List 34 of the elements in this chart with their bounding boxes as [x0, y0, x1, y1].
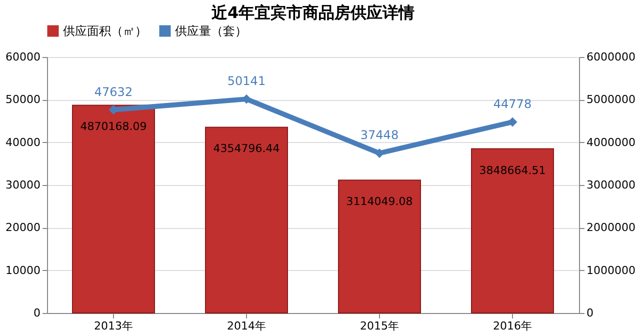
y2-tick-label: 3000000	[586, 178, 636, 192]
y2-tick-label: 2000000	[586, 221, 636, 234]
data-label: 47632	[94, 84, 133, 99]
y-tick-label: 30000	[6, 178, 40, 192]
legend-label: 供应面积（㎡）	[63, 24, 147, 38]
x-tick-label: 2016年	[493, 320, 532, 332]
y2-tick-label: 5000000	[586, 93, 636, 106]
bar	[205, 126, 288, 314]
y-tick-label: 10000	[6, 264, 40, 277]
y-tick-label: 50000	[6, 93, 40, 106]
data-label: 44778	[493, 96, 532, 111]
x-tick-label: 2015年	[360, 320, 399, 332]
data-label: 4354796.44	[213, 142, 280, 156]
x-tick-label: 2013年	[94, 320, 133, 332]
bar	[471, 148, 554, 314]
y2-tick-label: 1000000	[586, 264, 636, 277]
data-label: 4870168.09	[80, 120, 147, 134]
y-tick-label: 40000	[6, 136, 40, 149]
y-tick-label: 60000	[6, 50, 40, 64]
y-tick-label: 20000	[6, 221, 40, 234]
y2-tick-label: 6000000	[586, 50, 636, 64]
legend-label: 供应量（套）	[175, 24, 247, 38]
data-label: 3848664.51	[479, 164, 546, 177]
y2-tick-label: 4000000	[586, 136, 636, 149]
y2-tick-label: 0	[586, 306, 594, 320]
data-label: 37448	[360, 128, 399, 142]
data-label: 50141	[227, 74, 266, 88]
bar	[72, 104, 155, 314]
data-label: 3114049.08	[346, 195, 413, 208]
y-tick-label: 0	[34, 306, 40, 320]
x-tick-label: 2014年	[227, 320, 266, 332]
bar	[338, 180, 421, 314]
chart-title: 近4年宜宾市商品房供应详情	[210, 3, 415, 22]
point	[374, 148, 384, 158]
